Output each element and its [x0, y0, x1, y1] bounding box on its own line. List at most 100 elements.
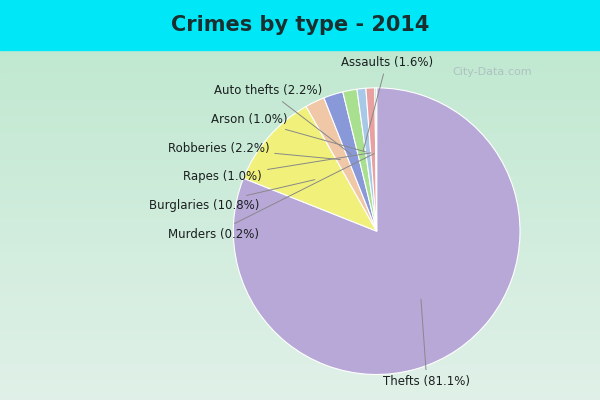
Bar	[0, 59, 600, 62]
Bar	[0, 89, 600, 92]
Bar	[0, 241, 600, 244]
Bar	[0, 372, 600, 374]
Bar	[0, 117, 600, 120]
Bar	[0, 222, 600, 225]
Bar	[0, 122, 600, 125]
Bar	[0, 318, 600, 321]
Bar	[0, 204, 600, 206]
Bar	[0, 182, 600, 185]
Bar	[0, 294, 600, 297]
Bar	[0, 143, 600, 146]
Bar	[0, 341, 600, 344]
Bar	[0, 257, 600, 260]
Bar	[0, 365, 600, 367]
Bar	[0, 101, 600, 104]
Bar	[0, 274, 600, 276]
Bar	[0, 73, 600, 76]
Bar	[0, 52, 600, 55]
Bar	[0, 358, 600, 360]
Bar	[0, 336, 600, 339]
Wedge shape	[306, 98, 377, 231]
Bar	[0, 154, 600, 157]
Bar	[0, 220, 600, 223]
Bar	[0, 157, 600, 160]
Bar	[0, 115, 600, 118]
Bar	[0, 276, 600, 279]
Bar	[0, 178, 600, 181]
Bar	[0, 322, 600, 325]
Bar	[0, 304, 600, 307]
Bar	[0, 306, 600, 309]
Bar	[0, 250, 600, 253]
Bar	[0, 162, 600, 164]
Bar	[0, 85, 600, 87]
Bar	[0, 348, 600, 351]
Bar	[0, 248, 600, 251]
Bar	[0, 376, 600, 379]
Bar	[0, 271, 600, 274]
Text: Robberies (2.2%): Robberies (2.2%)	[167, 142, 340, 160]
Bar	[0, 112, 600, 115]
Wedge shape	[233, 88, 520, 374]
Bar	[0, 103, 600, 106]
Text: Burglaries (10.8%): Burglaries (10.8%)	[149, 180, 315, 212]
Bar	[0, 215, 600, 218]
Bar	[0, 313, 600, 316]
Bar	[0, 285, 600, 288]
Bar	[0, 395, 600, 398]
Bar	[0, 140, 600, 143]
Wedge shape	[375, 88, 377, 231]
Bar	[0, 297, 600, 300]
Bar	[0, 218, 600, 220]
Bar	[0, 344, 600, 346]
Bar	[0, 164, 600, 167]
Bar	[0, 145, 600, 148]
Bar	[0, 78, 600, 80]
Bar	[0, 169, 600, 171]
Bar	[0, 302, 600, 304]
Bar	[0, 210, 600, 213]
Bar	[0, 278, 600, 281]
Bar	[0, 185, 600, 188]
Bar	[0, 383, 600, 386]
Wedge shape	[357, 88, 377, 231]
Text: Assaults (1.6%): Assaults (1.6%)	[341, 56, 433, 151]
Bar	[0, 388, 600, 391]
Bar	[0, 152, 600, 155]
Bar	[0, 68, 600, 71]
Bar	[0, 311, 600, 314]
Bar	[0, 213, 600, 216]
Bar	[0, 61, 600, 64]
Bar	[0, 50, 600, 52]
Bar	[0, 82, 600, 85]
Bar	[0, 190, 600, 192]
Bar	[0, 136, 600, 139]
Bar	[0, 234, 600, 237]
Bar	[0, 120, 600, 122]
Bar	[0, 390, 600, 393]
Bar	[0, 99, 600, 101]
Text: Murders (0.2%): Murders (0.2%)	[168, 154, 374, 240]
Bar	[0, 350, 600, 353]
Bar	[0, 131, 600, 134]
Bar	[0, 367, 600, 370]
Bar	[0, 96, 600, 99]
Text: Crimes by type - 2014: Crimes by type - 2014	[171, 15, 429, 35]
Bar	[0, 374, 600, 377]
Bar	[0, 148, 600, 150]
Bar	[0, 393, 600, 395]
Bar	[0, 64, 600, 66]
Bar	[0, 353, 600, 356]
Bar	[0, 246, 600, 248]
Bar	[0, 126, 600, 129]
Bar	[0, 332, 600, 335]
Bar	[0, 199, 600, 202]
Text: Rapes (1.0%): Rapes (1.0%)	[183, 153, 371, 183]
Bar	[0, 54, 600, 57]
Bar	[0, 192, 600, 195]
Bar	[0, 238, 600, 241]
Bar	[0, 255, 600, 258]
Bar	[0, 327, 600, 330]
Bar	[0, 180, 600, 183]
Bar	[0, 176, 600, 178]
